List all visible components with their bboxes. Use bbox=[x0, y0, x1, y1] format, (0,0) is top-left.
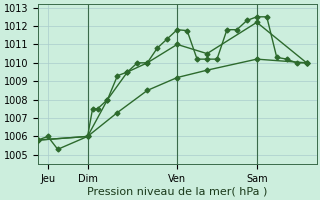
X-axis label: Pression niveau de la mer( hPa ): Pression niveau de la mer( hPa ) bbox=[87, 187, 268, 197]
